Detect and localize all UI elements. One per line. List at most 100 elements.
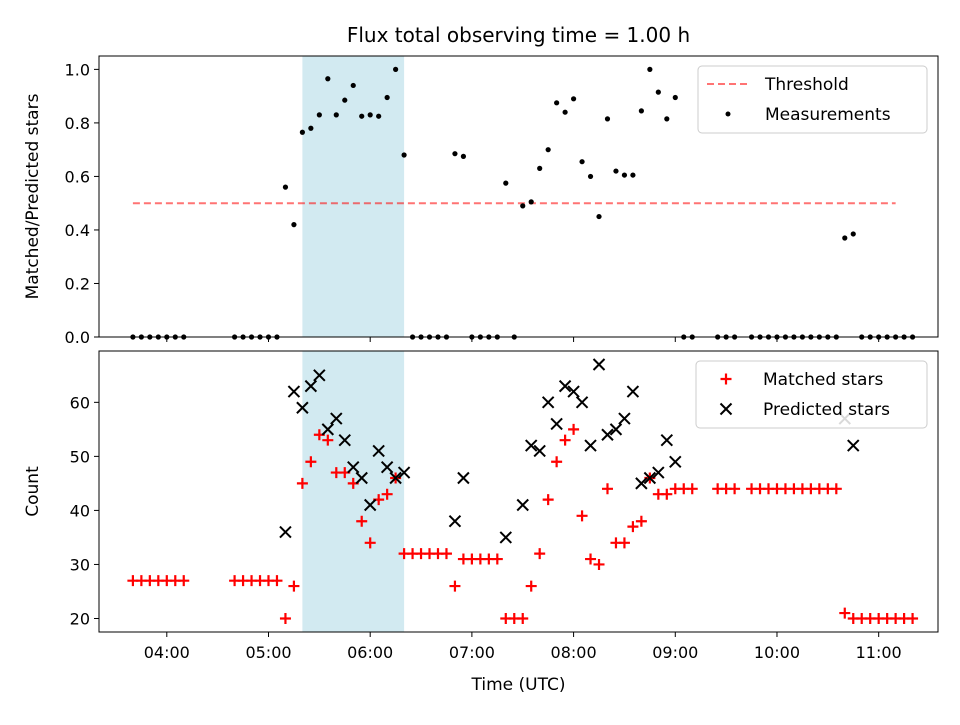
predicted-star-point (652, 466, 665, 479)
matched-star-point (381, 488, 393, 500)
measurement-point (291, 222, 297, 228)
measurement-point (350, 82, 356, 89)
predicted-star-point (372, 444, 385, 458)
measurement-point (562, 109, 568, 115)
count-y-axis: 20 30 40 50 60 (70, 393, 99, 628)
legend-x-marker (719, 402, 733, 416)
measurement-point (537, 165, 543, 171)
measurement-point (460, 153, 467, 159)
count-x-axis: 04:00 05:00 06:00 07:00 08:00 09:00 10:00 11:00 (144, 632, 902, 662)
count-legend: Matched stars Predicted stars (695, 360, 928, 429)
ratio-plot-frame (98, 55, 939, 338)
measurement-point (384, 94, 390, 101)
matched-star-point (627, 521, 639, 533)
matched-star-point (907, 612, 919, 624)
predicted-star-point (618, 412, 631, 425)
measurement-point (621, 172, 628, 178)
measurement-point (325, 76, 331, 82)
y-tick-label: 30 (70, 555, 90, 574)
predicted-star-point (558, 379, 572, 393)
predicted-star-point (296, 401, 309, 414)
predicted-star-point (287, 385, 301, 398)
legend-measurements-label: Measurements (765, 105, 891, 125)
measurement-point (299, 129, 305, 135)
ratio-y-axis: 0.0 0.2 0.4 0.6 0.8 1.0 (65, 60, 99, 347)
measurement-point (587, 173, 594, 180)
predicted-star-point (525, 439, 538, 452)
matched-star-point (635, 515, 647, 527)
matched-star-point (593, 558, 605, 570)
y-tick-label: 0.8 (65, 114, 90, 133)
matched-star-point (449, 580, 461, 592)
measurement-point (850, 231, 856, 237)
measurement-point (316, 112, 322, 118)
measurement-point (393, 66, 399, 72)
matched-star-point (517, 612, 529, 624)
matched-star-point (491, 553, 503, 565)
predicted-star-point (541, 396, 555, 409)
measurement-point (545, 147, 551, 153)
predicted-stars-points (279, 358, 860, 544)
matched-star-point (661, 488, 673, 500)
observing-window-highlight (302, 56, 405, 337)
y-tick-label: 40 (70, 501, 90, 520)
measurement-point (638, 108, 644, 114)
predicted-star-point (847, 439, 860, 452)
x-tick-label: 06:00 (347, 643, 393, 662)
matched-star-point (178, 575, 190, 587)
measurement-point (613, 168, 619, 174)
x-tick-label: 10:00 (754, 643, 800, 662)
predicted-star-point (592, 358, 606, 371)
x-tick-label: 08:00 (551, 643, 597, 662)
count-panel: 20 30 40 50 60 04:00 05:00 06:00 07:00 08:00 09:0… (23, 350, 939, 695)
legend-threshold-label: Threshold (764, 75, 849, 95)
matched-star-point (686, 483, 698, 495)
measurement-point (452, 151, 458, 157)
matched-star-point (305, 456, 317, 468)
matched-star-point (364, 537, 376, 549)
y-tick-label: 60 (70, 393, 90, 412)
measurement-point (596, 213, 602, 220)
legend-measurements-swatch (725, 111, 731, 117)
predicted-star-point (457, 471, 470, 485)
measurement-point (342, 97, 348, 103)
predicted-star-point (660, 433, 674, 447)
predicted-star-point (397, 466, 411, 479)
measurement-point (647, 66, 653, 72)
y-tick-label: 1.0 (65, 60, 90, 79)
measurement-point (672, 94, 678, 101)
measurement-point (554, 100, 560, 106)
predicted-star-point (575, 396, 589, 409)
matched-star-point (585, 553, 597, 565)
y-tick-label: 0.0 (65, 328, 90, 347)
measurement-point (520, 203, 526, 209)
measurement-point (579, 159, 585, 165)
legend-plus-marker (720, 373, 732, 385)
matched-star-point (279, 612, 291, 624)
matched-star-point (271, 575, 283, 587)
predicted-star-point (643, 471, 657, 485)
measurement-point (376, 113, 382, 119)
predicted-star-point (347, 460, 360, 474)
observing-window-highlight (302, 351, 405, 632)
matched-star-point (559, 434, 571, 446)
x-tick-label: 11:00 (856, 643, 902, 662)
matched-star-point (440, 548, 452, 560)
predicted-star-point (550, 417, 563, 431)
matched-star-point (525, 580, 537, 592)
predicted-star-point (321, 423, 335, 436)
predicted-star-point (363, 498, 377, 512)
predicted-star-point (669, 455, 682, 468)
y-tick-label: 0.6 (65, 167, 90, 186)
measurement-point (367, 112, 373, 118)
y-tick-label: 20 (70, 609, 90, 628)
measurement-point (503, 180, 509, 186)
predicted-star-point (567, 385, 580, 398)
y-tick-label: 0.4 (65, 221, 90, 240)
matched-star-point (618, 537, 630, 549)
matched-star-point (729, 483, 741, 495)
matched-star-point (839, 607, 851, 619)
predicted-star-point (584, 439, 597, 452)
measurement-point (630, 172, 636, 178)
